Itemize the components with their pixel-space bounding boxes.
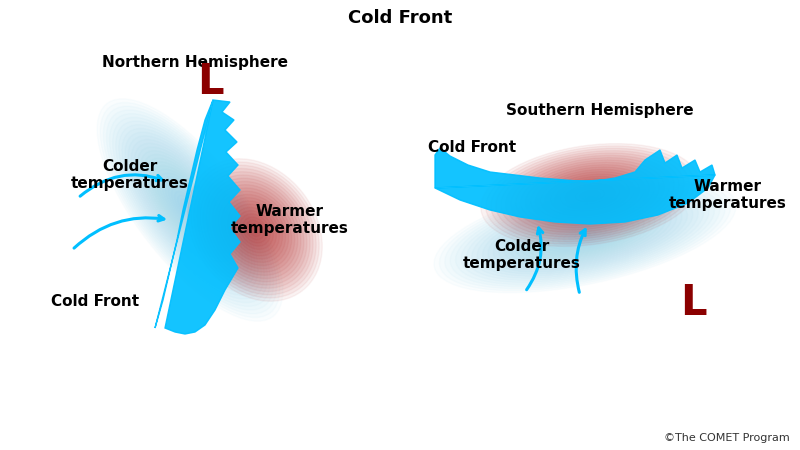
Text: Cold Front: Cold Front — [348, 9, 452, 27]
Ellipse shape — [197, 168, 313, 292]
Ellipse shape — [215, 188, 294, 272]
Text: ©The COMET Program: ©The COMET Program — [664, 433, 790, 443]
Ellipse shape — [526, 165, 654, 225]
Ellipse shape — [506, 155, 674, 235]
Ellipse shape — [535, 169, 645, 220]
Text: Warmer
temperatures: Warmer temperatures — [669, 179, 787, 211]
Ellipse shape — [206, 178, 304, 282]
Ellipse shape — [227, 201, 282, 259]
Ellipse shape — [496, 151, 684, 239]
Text: Colder
temperatures: Colder temperatures — [71, 159, 189, 191]
Ellipse shape — [575, 188, 605, 202]
Ellipse shape — [242, 217, 267, 243]
Text: Cold Front: Cold Front — [51, 294, 139, 310]
Text: Northern Hemisphere: Northern Hemisphere — [102, 54, 288, 69]
Ellipse shape — [521, 162, 659, 228]
Text: Cold Front: Cold Front — [428, 140, 516, 156]
Ellipse shape — [555, 179, 625, 212]
Ellipse shape — [246, 220, 264, 240]
Ellipse shape — [200, 172, 310, 288]
Ellipse shape — [546, 174, 634, 216]
Ellipse shape — [212, 184, 298, 275]
Ellipse shape — [240, 214, 270, 246]
Ellipse shape — [515, 160, 665, 230]
Ellipse shape — [540, 171, 640, 218]
Ellipse shape — [225, 198, 286, 262]
Ellipse shape — [203, 175, 307, 285]
Ellipse shape — [490, 148, 690, 242]
Ellipse shape — [565, 183, 615, 207]
Ellipse shape — [234, 207, 276, 252]
Polygon shape — [435, 148, 715, 224]
Ellipse shape — [580, 190, 600, 200]
Ellipse shape — [530, 167, 650, 223]
Polygon shape — [155, 100, 240, 334]
Ellipse shape — [550, 176, 630, 214]
Text: L: L — [680, 282, 706, 324]
Ellipse shape — [252, 227, 258, 233]
Ellipse shape — [237, 211, 274, 249]
Ellipse shape — [570, 186, 610, 204]
Ellipse shape — [501, 153, 679, 237]
Ellipse shape — [188, 159, 322, 301]
Ellipse shape — [191, 162, 319, 298]
Ellipse shape — [481, 144, 699, 246]
Text: Colder
temperatures: Colder temperatures — [463, 239, 581, 271]
Ellipse shape — [585, 193, 595, 198]
Ellipse shape — [222, 194, 289, 266]
Ellipse shape — [510, 158, 670, 232]
Text: Warmer
temperatures: Warmer temperatures — [231, 204, 349, 236]
Text: Southern Hemisphere: Southern Hemisphere — [506, 103, 694, 117]
Ellipse shape — [486, 146, 694, 244]
Ellipse shape — [194, 165, 316, 295]
Ellipse shape — [230, 204, 279, 256]
Ellipse shape — [249, 224, 261, 236]
Ellipse shape — [209, 181, 301, 279]
Text: L: L — [197, 61, 223, 103]
Ellipse shape — [560, 181, 620, 209]
Ellipse shape — [218, 191, 292, 269]
